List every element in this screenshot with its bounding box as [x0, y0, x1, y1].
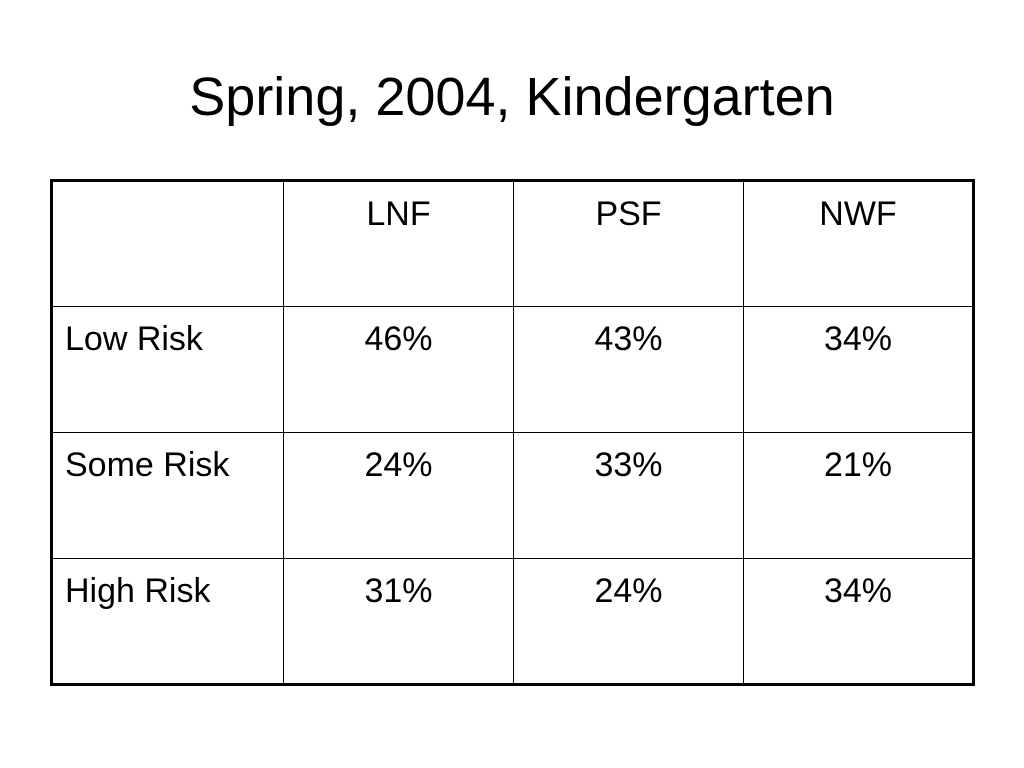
table-cell: 33%	[513, 432, 744, 559]
table-cell: 24%	[513, 558, 744, 685]
table-cell: 21%	[743, 432, 974, 559]
table-cell: 34%	[743, 558, 974, 685]
table-cell: 34%	[743, 306, 974, 433]
table-row: Some Risk 24% 33% 21%	[51, 432, 974, 559]
row-header: Low Risk	[51, 306, 284, 433]
table-body: LNF PSF NWF Low Risk 46% 43% 34% Some Risk 24% 33…	[51, 180, 974, 685]
column-header: PSF	[513, 180, 744, 307]
header-row: LNF PSF NWF	[51, 180, 974, 307]
row-header: High Risk	[51, 558, 284, 685]
table-cell: 31%	[283, 558, 514, 685]
table-row: High Risk 31% 24% 34%	[51, 558, 974, 685]
slide-title: Spring, 2004, Kindergarten	[189, 67, 835, 127]
table-cell: 46%	[283, 306, 514, 433]
table-cell: 43%	[513, 306, 744, 433]
table-cell: 24%	[283, 432, 514, 559]
row-header: Some Risk	[51, 432, 284, 559]
column-header: LNF	[283, 180, 514, 307]
column-header: NWF	[743, 180, 974, 307]
corner-cell	[51, 180, 284, 307]
data-table: LNF PSF NWF Low Risk 46% 43% 34% Some Risk 24% 33…	[50, 179, 975, 686]
table-row: Low Risk 46% 43% 34%	[51, 306, 974, 433]
